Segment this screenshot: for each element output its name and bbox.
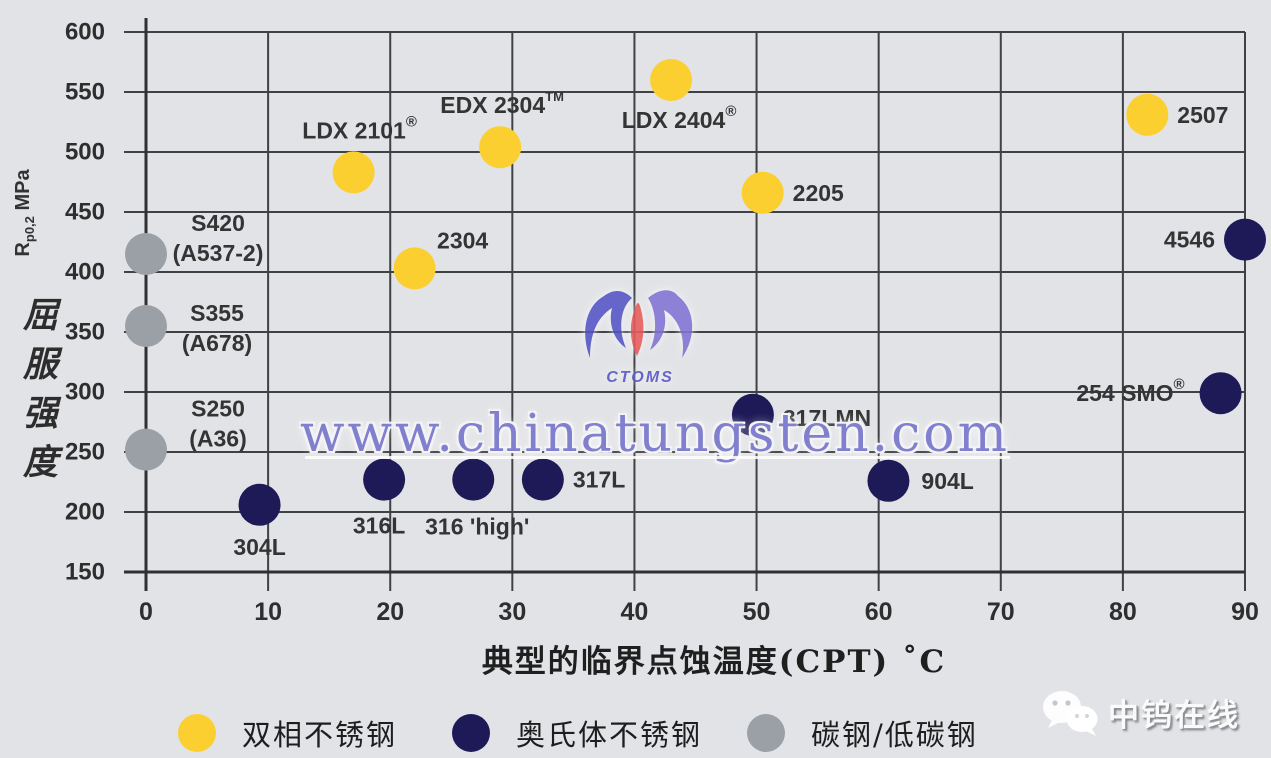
logo-center-flame <box>630 303 644 356</box>
y-tick-label: 500 <box>65 139 105 166</box>
x-tick-label: 80 <box>1109 598 1137 626</box>
point-label: 317LMN <box>783 405 871 431</box>
point-label: 254 SMO® <box>1076 376 1184 407</box>
x-tick-label: 10 <box>254 598 282 626</box>
point-label: 317L <box>573 467 625 493</box>
y-tick-label: 150 <box>65 559 105 586</box>
data-point <box>650 59 693 101</box>
data-point <box>393 247 436 290</box>
y-tick-label: 600 <box>65 19 105 46</box>
y-tick-label: 200 <box>65 499 105 526</box>
point-label: S420 <box>191 210 245 236</box>
point-label: 2304 <box>437 227 488 253</box>
badge-text: 中钨在线 <box>1108 698 1240 733</box>
data-point <box>1199 372 1242 415</box>
data-point <box>731 393 774 436</box>
x-tick-label: 0 <box>139 598 153 626</box>
logo-text: CTOMS <box>606 369 673 386</box>
y-tick-label: 350 <box>65 319 105 346</box>
watermark-underline <box>305 456 1010 459</box>
point-label-line2: (A678) <box>182 330 252 356</box>
data-point <box>125 305 167 347</box>
data-point <box>125 428 167 471</box>
data-point <box>479 126 522 169</box>
point-label: 2507 <box>1177 102 1228 128</box>
x-tick-label: 20 <box>376 598 404 626</box>
y-tick-label: 550 <box>65 79 105 106</box>
data-point <box>125 233 167 275</box>
point-label: 4546 <box>1164 227 1215 253</box>
point-label: 316L <box>353 513 405 539</box>
data-point <box>521 458 564 501</box>
logo-right-swirl <box>648 290 693 358</box>
y-axis-title: 屈服强度 <box>17 296 58 492</box>
x-tick-label: 90 <box>1231 598 1259 626</box>
ctoms-watermark-logo: CTOMS <box>585 290 693 386</box>
point-label: LDX 2404® <box>622 103 737 134</box>
point-label: S355 <box>190 300 244 326</box>
point-label: 2205 <box>793 180 844 206</box>
wechat-icon <box>1043 691 1098 736</box>
point-label: EDX 2304TM <box>440 89 564 119</box>
point-label: S250 <box>191 396 245 422</box>
point-label-line2: (A537-2) <box>173 240 264 266</box>
y-tick-label: 300 <box>65 379 105 406</box>
x-tick-label: 40 <box>621 598 649 626</box>
y-tick-label: 450 <box>65 199 105 226</box>
y-axis-unit-label: Rp0,2 MPa <box>12 169 37 257</box>
point-label: 316 'high' <box>425 514 529 540</box>
data-point <box>741 171 784 214</box>
x-tick-label: 30 <box>498 598 526 626</box>
y-tick-label: 250 <box>65 439 105 466</box>
data-point <box>363 458 406 501</box>
data-point <box>867 459 910 502</box>
x-tick-label: 70 <box>987 598 1015 626</box>
x-tick-label: 60 <box>865 598 893 626</box>
wechat-account-badge: 中钨在线 <box>1038 678 1268 740</box>
x-axis-title: 典型的临界点蚀温度(CPT) ˚C <box>481 644 947 680</box>
point-label: 304L <box>233 534 285 560</box>
data-point <box>1224 218 1266 261</box>
point-label-line2: (A36) <box>189 426 247 452</box>
site-watermark: www.chinatungsten.com <box>300 404 1010 464</box>
data-point <box>332 151 375 194</box>
point-label: 904L <box>921 468 973 494</box>
data-point <box>1126 93 1169 136</box>
x-tick-label: 50 <box>743 598 771 626</box>
y-tick-label: 400 <box>65 259 105 286</box>
point-label: LDX 2101® <box>302 113 417 144</box>
data-point <box>238 483 281 526</box>
logo-left-swirl <box>585 291 632 358</box>
data-point <box>452 458 495 501</box>
